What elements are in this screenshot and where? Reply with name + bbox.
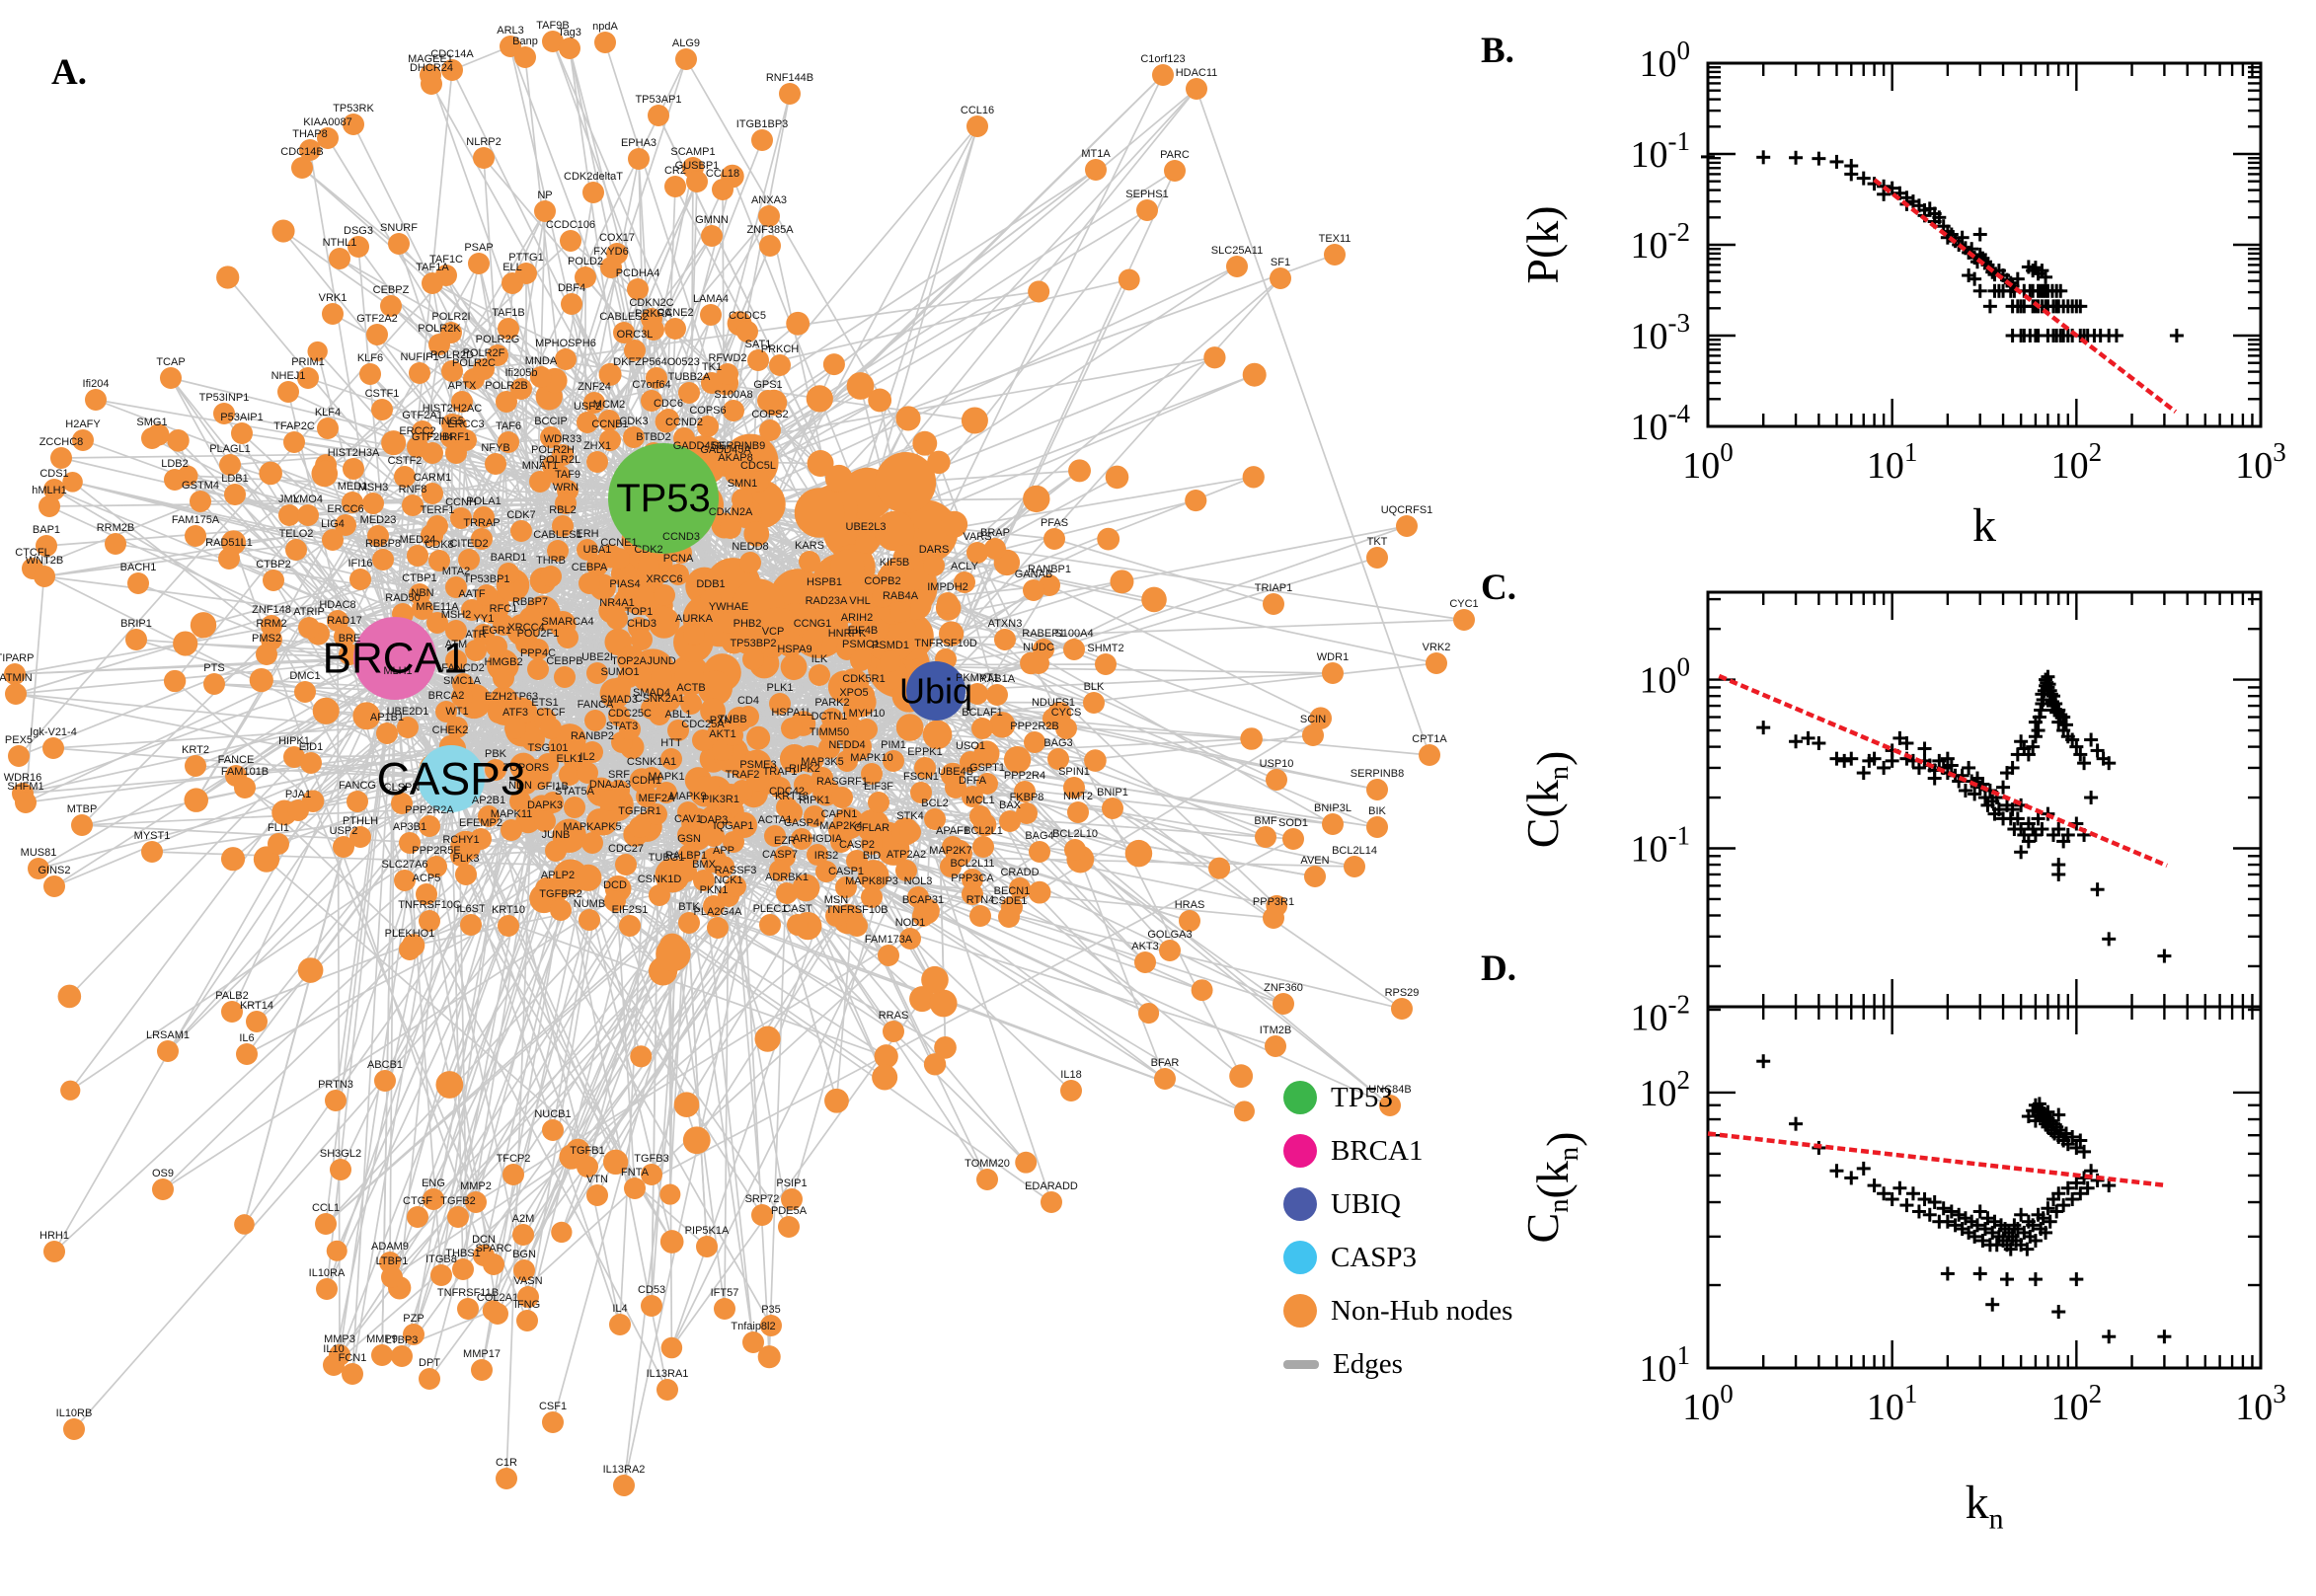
svg-text:103: 103 xyxy=(2235,437,2286,487)
legend-item-non-hub-nodes: Non-Hub nodes xyxy=(1283,1291,1512,1330)
legend-item-casp3: CASP3 xyxy=(1283,1238,1417,1277)
fit-line-c xyxy=(1719,676,2167,866)
legend-label: Non-Hub nodes xyxy=(1331,1295,1512,1328)
svg-text:101: 101 xyxy=(1640,1340,1691,1390)
brca1-hub-dot xyxy=(1283,1134,1317,1168)
svg-text:102: 102 xyxy=(1640,1065,1691,1114)
y-axis-title-b: P(k) xyxy=(1517,205,1568,283)
x-axis-title-b: k xyxy=(1972,499,1996,552)
casp3-hub-dot xyxy=(1283,1241,1317,1274)
y-axis-title-c: C(kn) xyxy=(1517,751,1578,849)
edge-line xyxy=(1283,1360,1319,1369)
svg-text:103: 103 xyxy=(2235,1379,2286,1428)
legend-item-brca1: BRCA1 xyxy=(1283,1131,1423,1171)
ubiq-hub-dot xyxy=(1283,1187,1317,1221)
nonhub-dot xyxy=(1283,1294,1317,1328)
svg-text:10-3: 10-3 xyxy=(1631,308,1691,357)
x-axis-title-d: kn xyxy=(1966,1477,2004,1536)
svg-text:10-2: 10-2 xyxy=(1631,217,1691,266)
legend-label: CASP3 xyxy=(1331,1242,1417,1274)
legend-label: TP53 xyxy=(1331,1082,1393,1114)
legend-item-tp53: TP53 xyxy=(1283,1078,1393,1117)
svg-text:10-4: 10-4 xyxy=(1631,399,1691,448)
y-axis-title-d: Cn(kn) xyxy=(1517,1132,1587,1244)
svg-text:100: 100 xyxy=(1640,652,1691,702)
panel-c-plot: 100 10-1 10-2 C(kn) xyxy=(1517,592,2261,1038)
legend-label: UBIQ xyxy=(1331,1188,1401,1221)
svg-text:101: 101 xyxy=(1867,1379,1918,1428)
legend-label: BRCA1 xyxy=(1331,1135,1423,1168)
svg-text:10-1: 10-1 xyxy=(1631,820,1691,870)
legend-item-edges: Edges xyxy=(1283,1344,1403,1384)
legend-label: Edges xyxy=(1333,1348,1403,1381)
svg-text:100: 100 xyxy=(1682,437,1734,487)
svg-text:101: 101 xyxy=(1867,437,1918,487)
svg-text:10-1: 10-1 xyxy=(1631,126,1691,176)
svg-text:100: 100 xyxy=(1682,1379,1734,1428)
legend-item-ubiq: UBIQ xyxy=(1283,1184,1401,1224)
svg-text:100: 100 xyxy=(1640,36,1691,85)
svg-text:10-2: 10-2 xyxy=(1631,989,1691,1038)
fit-line-d xyxy=(1708,1133,2167,1185)
svg-text:102: 102 xyxy=(2051,437,2103,487)
svg-text:102: 102 xyxy=(2051,1379,2103,1428)
tp53-hub-dot xyxy=(1283,1081,1317,1114)
